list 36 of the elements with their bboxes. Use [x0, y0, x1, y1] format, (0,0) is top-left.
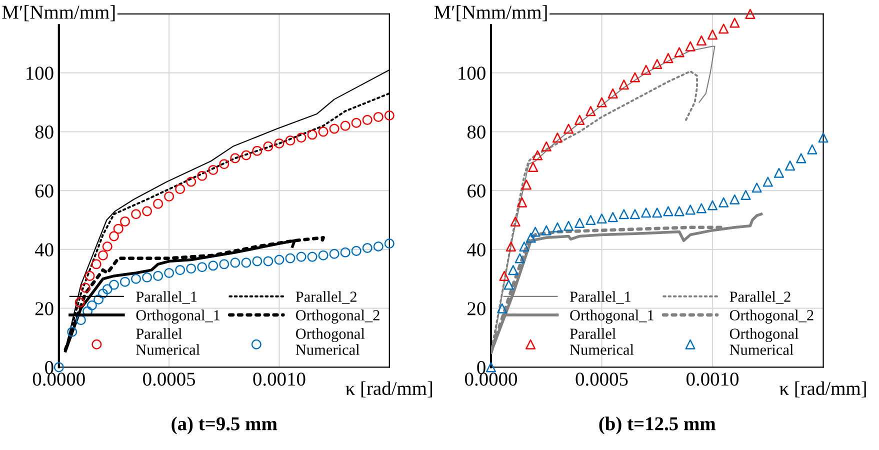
text: (b) t=12.5 mm — [599, 416, 716, 434]
legend-label: Orthogonal_2 — [730, 310, 814, 324]
y-axis-title: M′[Nmm/mm] — [434, 5, 547, 22]
y-tick-label: 60 — [468, 184, 486, 198]
x-axis-title: κ [rad/mm] — [346, 381, 432, 398]
legend-label: Parallel Numerical — [136, 328, 200, 355]
x-tick-label: 0.0005 — [576, 372, 628, 386]
y-tick-label: 0 — [477, 361, 486, 374]
x-tick-label: 0.0000 — [32, 372, 85, 386]
y-tick-label: 40 — [467, 243, 486, 256]
y-axis-title: M′[Nmm/mm] — [2, 5, 115, 22]
legend-label: Parallel_2 — [296, 291, 356, 304]
x-tick-label: 0.0010 — [686, 372, 739, 386]
x-axis-title: κ [rad/mm] — [780, 381, 866, 398]
legend-label: Parallel_1 — [570, 291, 631, 304]
y-tick-label: 0 — [45, 361, 54, 374]
y-tick-label: 20 — [468, 302, 486, 316]
legend-label: Orthogonal_2 — [296, 310, 380, 324]
x-tick-label: 0.0010 — [253, 372, 306, 386]
legend-label: Orthogonal Numerical — [296, 328, 365, 355]
legend-label: Orthogonal Numerical — [730, 328, 799, 355]
legend-label: Parallel Numerical — [570, 328, 634, 355]
legend-label: Parallel_1 — [136, 291, 197, 304]
y-tick-label: 100 — [458, 66, 486, 80]
legend-label: Orthogonal_1 — [570, 310, 654, 324]
y-tick-label: 80 — [35, 126, 54, 139]
x-tick-label: 0.0005 — [143, 372, 196, 386]
text: (a) t=9.5 mm — [172, 416, 278, 434]
y-tick-label: 60 — [35, 184, 54, 198]
y-tick-label: 80 — [467, 126, 486, 139]
y-tick-label: 20 — [35, 302, 54, 316]
y-tick-label: 100 — [26, 66, 54, 80]
legend-label: Parallel_2 — [730, 291, 790, 304]
x-tick-label: 0.0000 — [465, 372, 518, 386]
legend-label: Orthogonal_1 — [136, 310, 220, 324]
y-tick-label: 40 — [34, 243, 54, 256]
